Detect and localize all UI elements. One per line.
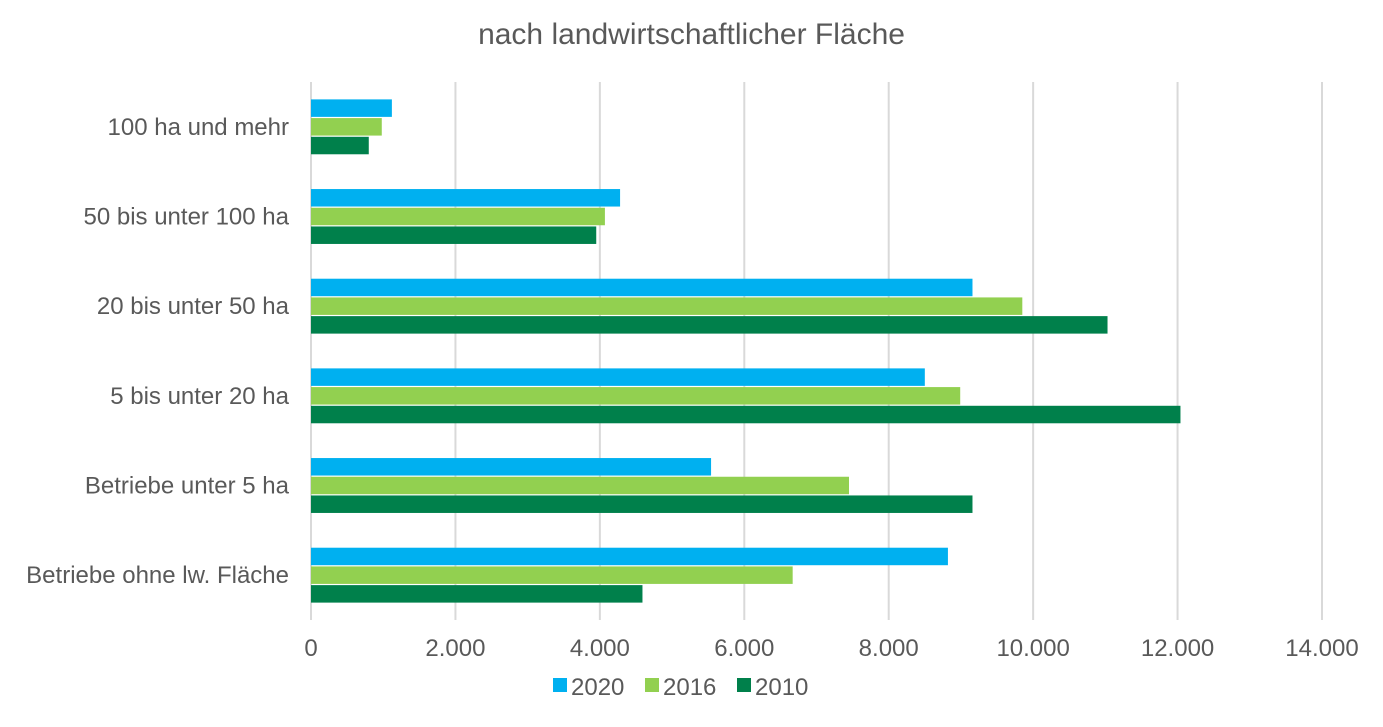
bar-2020 <box>311 278 973 297</box>
bar-2020 <box>311 547 948 566</box>
category-label: 20 bis unter 50 ha <box>97 293 290 320</box>
bar-2020 <box>311 99 392 117</box>
bar-2016 <box>311 387 961 405</box>
bar-2010 <box>311 495 973 513</box>
category-label: 5 bis unter 20 ha <box>110 383 289 410</box>
x-tick-label: 14.000 <box>1285 635 1358 662</box>
category-label: 100 ha und mehr <box>108 114 289 141</box>
bar-2010 <box>311 316 1108 334</box>
bar-2016 <box>311 566 793 584</box>
category-label: 50 bis unter 100 ha <box>84 204 290 231</box>
x-axis-tick-labels: 0 2.000 4.000 6.000 8.000 10.000 12.000 14.000 <box>304 635 1358 662</box>
bar-2020 <box>311 189 621 207</box>
bar-2020 <box>311 458 712 476</box>
x-tick-label: 10.000 <box>996 635 1069 662</box>
chart-title: nach landwirtschaftlicher Fläche <box>478 18 905 51</box>
x-tick-label: 0 <box>304 635 317 662</box>
bar-2016 <box>311 118 382 136</box>
legend: 2020 2016 2010 <box>553 674 808 701</box>
x-tick-label: 12.000 <box>1141 635 1214 662</box>
bar-2010 <box>311 226 597 244</box>
x-tick-label: 6.000 <box>714 635 774 662</box>
legend-label: 2010 <box>755 674 808 701</box>
legend-swatch <box>553 678 567 692</box>
x-tick-label: 4.000 <box>570 635 630 662</box>
x-tick-label: 2.000 <box>425 635 485 662</box>
bar-2020 <box>311 368 925 386</box>
legend-swatch <box>645 678 659 692</box>
legend-label: 2020 <box>571 674 624 701</box>
bar-2010 <box>311 405 1181 424</box>
category-label: Betriebe ohne lw. Fläche <box>26 562 289 589</box>
bar-2016 <box>311 297 1023 315</box>
category-label: Betriebe unter 5 ha <box>85 473 290 500</box>
x-tick-label: 8.000 <box>859 635 919 662</box>
bar-2010 <box>311 136 369 155</box>
bars <box>311 99 1181 603</box>
category-labels: 100 ha und mehr 50 bis unter 100 ha 20 bis… <box>26 114 289 589</box>
bar-2016 <box>311 207 605 226</box>
legend-label: 2016 <box>663 674 716 701</box>
bar-2016 <box>311 476 849 495</box>
gridlines <box>310 82 1323 620</box>
legend-swatch <box>737 678 751 692</box>
bar-2010 <box>311 585 643 603</box>
